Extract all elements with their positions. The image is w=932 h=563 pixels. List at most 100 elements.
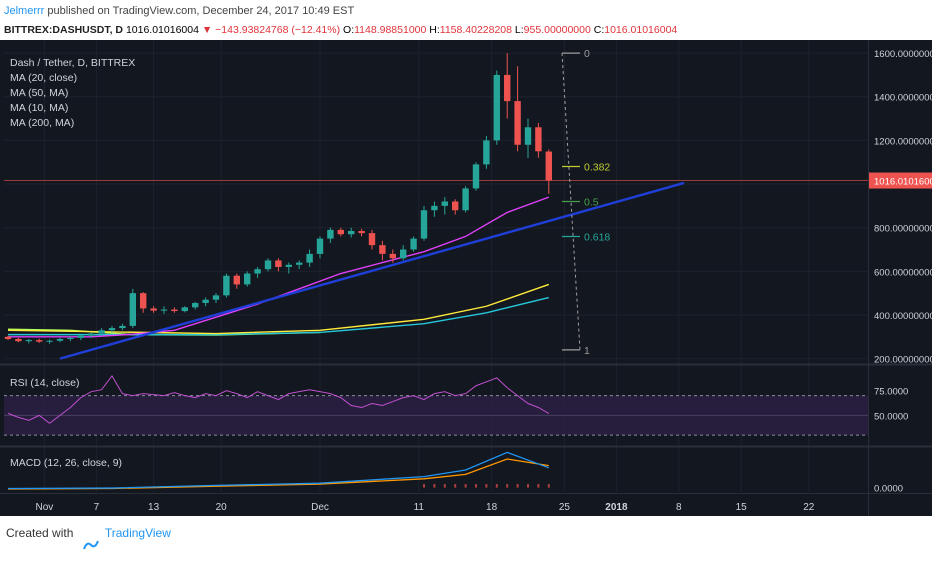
time-tick-label: 13 — [148, 502, 160, 513]
chart-area[interactable]: 0 0.382 0.5 0.618 1 1600.00000000 1400.000000… — [0, 40, 932, 516]
macd-histogram-bar — [485, 484, 488, 488]
rsi-label[interactable]: RSI (14, close) — [10, 377, 80, 389]
macd-histogram-bar — [547, 484, 550, 488]
time-tick-label: 22 — [803, 502, 815, 513]
rsi-tick-label: 50.0000 — [874, 411, 908, 422]
macd-histogram-bar — [475, 484, 477, 488]
price-tick-label: 1200.00000000 — [874, 136, 932, 147]
candle-body — [493, 74, 500, 141]
low-value: 955.00000000 — [523, 24, 591, 36]
candle-body — [420, 210, 428, 239]
published-bar: Jelmerrr published on TradingView.com, D… — [0, 0, 932, 22]
chart-svg[interactable]: 0 0.382 0.5 0.618 1 1600.00000000 1400.000000… — [0, 40, 932, 516]
candle-body — [15, 338, 22, 342]
close-label: C: — [593, 24, 605, 36]
macd-histogram-bar — [464, 484, 467, 488]
price-tick-label: 800.00000000 — [874, 224, 932, 235]
candle-body — [379, 245, 386, 254]
macd-line — [7, 451, 550, 490]
time-tick-label: 18 — [486, 502, 498, 513]
candle-body — [285, 264, 292, 267]
rsi-pane[interactable] — [4, 374, 868, 436]
candle-body — [150, 308, 157, 311]
author-link[interactable]: Jelmerrr — [4, 5, 45, 17]
time-tick-label: Nov — [36, 502, 54, 513]
fib-level-label: 0.618 — [584, 232, 610, 244]
macd-label[interactable]: MACD (12, 26, close, 9) — [10, 457, 123, 469]
high-label: H: — [429, 24, 440, 36]
fib-level-label: 0.382 — [584, 161, 610, 173]
candle-body — [524, 127, 532, 145]
price-tick-label: 400.00000000 — [874, 311, 932, 322]
candle-body — [129, 293, 136, 326]
fib-trend-line — [561, 53, 581, 350]
candle-body — [535, 127, 542, 152]
candle-body — [545, 151, 552, 181]
candle-body — [25, 340, 32, 342]
candle-body — [98, 330, 105, 334]
candle-body — [504, 74, 511, 102]
time-tick-label: 20 — [216, 502, 228, 513]
candle-body — [88, 333, 95, 336]
legend-ma20[interactable]: MA (20, close) — [10, 72, 78, 84]
legend-ma10[interactable]: MA (10, MA) — [10, 102, 69, 114]
chart-legend: Dash / Tether, D, BITTREX MA (20, close)… — [10, 56, 135, 131]
candle-body — [160, 309, 168, 311]
price-tick-label: 1600.00000000 — [874, 49, 932, 60]
candle-body — [46, 340, 53, 342]
open-label: O: — [343, 24, 355, 36]
rsi-line — [7, 374, 550, 424]
high-value: 1158.40228208 — [439, 24, 512, 36]
ma50-line — [7, 283, 550, 335]
candle-body — [514, 101, 521, 145]
candle-body — [452, 201, 459, 211]
candle-body — [441, 201, 448, 206]
rsi-tick-label: 75.0000 — [874, 387, 908, 398]
candle-body — [431, 205, 438, 211]
candle-body — [4, 336, 12, 339]
macd-tick-label: 0.0000 — [874, 484, 903, 495]
candle-body — [171, 309, 178, 312]
macd-histogram-bar — [433, 484, 436, 488]
candle-body — [316, 238, 324, 254]
candle-body — [56, 338, 64, 341]
price-tick-label: 200.00000000 — [874, 355, 932, 366]
macd-histogram-bar — [527, 484, 529, 488]
tradingview-brand[interactable]: TradingView — [104, 526, 171, 540]
candle-body — [264, 260, 272, 270]
price-tick-label: 1400.00000000 — [874, 93, 932, 104]
time-tick-label: Dec — [311, 502, 329, 513]
axes: 1600.00000000 1400.00000000 1200.00000000 8… — [0, 40, 932, 516]
candle-body — [472, 164, 480, 189]
price-pane[interactable]: 0 0.382 0.5 0.618 1 — [4, 48, 868, 360]
macd-histogram-bar — [495, 484, 498, 488]
legend-ma200[interactable]: MA (200, MA) — [10, 117, 75, 129]
low-label: L: — [514, 24, 524, 36]
price-change: ▼ −143.93824768 (−12.41%) — [201, 24, 341, 36]
candle-body — [140, 293, 147, 309]
candle-body — [212, 295, 220, 300]
time-tick-label: 25 — [559, 502, 571, 513]
candle-body — [202, 299, 209, 303]
candle-body — [108, 328, 116, 331]
last-price-badge — [869, 172, 932, 189]
legend-ma50[interactable]: MA (50, MA) — [10, 87, 69, 99]
macd-pane[interactable] — [7, 451, 550, 490]
fib-level-label: 0.5 — [584, 197, 599, 209]
candle-body — [483, 140, 490, 165]
candle-body — [254, 269, 261, 274]
macd-histogram-bar — [506, 484, 509, 488]
open-value: 1148.98851000 — [354, 24, 427, 36]
time-tick-label: 7 — [94, 502, 100, 513]
macd-histogram-bar — [537, 484, 540, 488]
legend-title: Dash / Tether, D, BITTREX — [10, 57, 136, 69]
macd-histogram-bar — [454, 484, 457, 488]
candle-body — [275, 260, 282, 267]
candle-body — [462, 188, 469, 211]
candle-body — [410, 238, 417, 250]
close-value: 1016.01016004 — [604, 24, 678, 36]
candle-body — [244, 273, 251, 285]
candle-body — [192, 302, 199, 308]
ohlc-bar: BITTREX:DASHUSDT, D 1016.01016004 ▼ −143… — [0, 22, 932, 38]
time-tick-label: 15 — [736, 502, 748, 513]
